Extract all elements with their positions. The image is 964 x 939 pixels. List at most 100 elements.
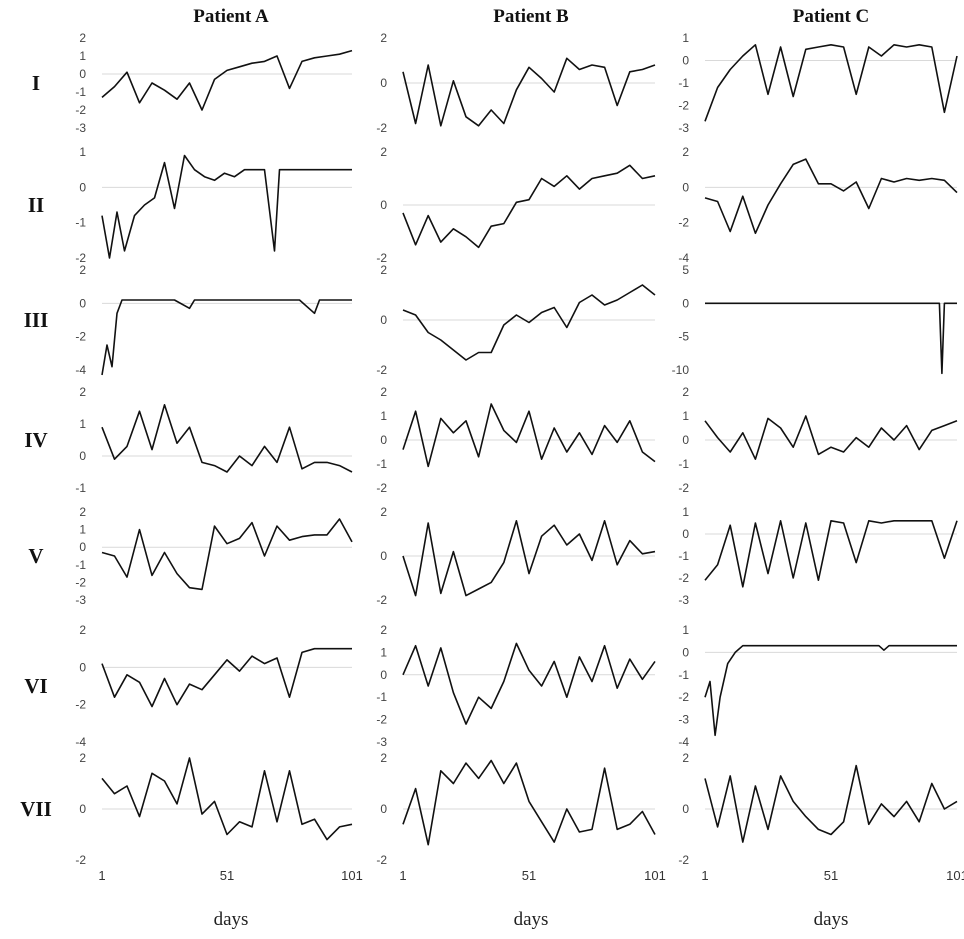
panel-III-patient-a: -4 -2 0 2 <box>75 263 352 377</box>
y-tick-label: 2 <box>380 751 387 765</box>
y-tick-label: -2 <box>678 216 689 230</box>
y-tick-label: -1 <box>75 216 86 230</box>
y-tick-label: -1 <box>678 549 689 563</box>
y-tick-label: -2 <box>678 481 689 495</box>
panel-IV-patient-c: -2 -1 0 1 2 <box>678 385 958 495</box>
series-line <box>705 302 957 375</box>
panel-VII-patient-c: -2 0 2 <box>678 751 958 867</box>
y-tick-label: -2 <box>376 713 387 727</box>
x-tick-label: 51 <box>220 868 234 883</box>
y-tick-label: -1 <box>75 481 86 495</box>
panel-VII-patient-a: -2 0 2 <box>75 751 353 867</box>
y-tick-label: -1 <box>376 690 387 704</box>
y-tick-label: 0 <box>380 433 387 447</box>
y-tick-label: -10 <box>672 363 690 377</box>
y-tick-label: 1 <box>79 417 86 431</box>
y-tick-label: 0 <box>79 802 86 816</box>
y-tick-label: -1 <box>678 457 689 471</box>
row-label: IV <box>24 428 47 452</box>
panel-V-patient-b: -2 0 2 <box>376 505 656 607</box>
series-line <box>101 154 352 259</box>
series-line <box>402 284 656 361</box>
panel-II-patient-a: -2 -1 0 1 <box>75 145 352 265</box>
series-line <box>704 764 958 843</box>
y-tick-label: 2 <box>380 623 387 637</box>
x-axis-label: days <box>514 909 549 930</box>
x-tick-label: 51 <box>522 868 536 883</box>
x-tick-label: 1 <box>701 868 708 883</box>
row-label: II <box>28 193 44 217</box>
row-label: VII <box>20 797 52 821</box>
column-title: Patient A <box>193 6 269 27</box>
row-label: V <box>28 544 43 568</box>
y-tick-label: -2 <box>75 575 86 589</box>
y-tick-label: 0 <box>79 67 86 81</box>
y-tick-label: 2 <box>79 385 86 399</box>
panel-II-patient-c: -4 -2 0 2 <box>678 145 958 265</box>
x-tick-label: 1 <box>399 868 406 883</box>
panel-III-patient-c: -10 -5 0 5 <box>672 263 957 377</box>
y-tick-label: 0 <box>682 433 689 447</box>
y-tick-label: 0 <box>380 668 387 682</box>
y-tick-label: 2 <box>682 751 689 765</box>
y-tick-label: 2 <box>79 263 86 277</box>
series-line <box>402 57 656 127</box>
series-line <box>704 644 957 737</box>
y-tick-label: -4 <box>678 251 689 265</box>
panel-VI-patient-a: -4 -2 0 2 <box>75 623 352 749</box>
y-tick-label: 0 <box>682 645 689 659</box>
y-tick-label: -3 <box>75 593 86 607</box>
y-tick-label: -4 <box>678 735 689 749</box>
y-tick-label: -4 <box>75 735 86 749</box>
series-line <box>101 647 352 708</box>
y-tick-label: 1 <box>380 645 387 659</box>
y-tick-label: 0 <box>380 313 387 327</box>
y-tick-label: 0 <box>380 76 387 90</box>
y-tick-label: -3 <box>75 121 86 135</box>
y-tick-label: -2 <box>678 99 689 113</box>
column-title: Patient B <box>493 6 569 27</box>
y-tick-label: -1 <box>75 85 86 99</box>
y-tick-label: 0 <box>682 527 689 541</box>
y-tick-label: -2 <box>75 251 86 265</box>
y-tick-label: 0 <box>380 802 387 816</box>
y-tick-label: 1 <box>682 623 689 637</box>
y-tick-label: 0 <box>682 296 689 310</box>
x-tick-label: 101 <box>946 868 964 883</box>
y-tick-label: -1 <box>376 457 387 471</box>
x-tick-label: 51 <box>824 868 838 883</box>
y-tick-label: -3 <box>678 593 689 607</box>
row-label: III <box>24 308 49 332</box>
y-tick-label: -1 <box>678 668 689 682</box>
series-line <box>704 158 958 235</box>
y-tick-label: 2 <box>79 623 86 637</box>
series-line <box>704 43 958 122</box>
series-line <box>101 299 352 376</box>
y-tick-label: -4 <box>75 363 86 377</box>
y-tick-label: -3 <box>376 735 387 749</box>
column-title: Patient C <box>793 6 870 27</box>
y-tick-label: 0 <box>79 660 86 674</box>
panel-II-patient-b: -2 0 2 <box>376 145 656 265</box>
y-tick-label: -1 <box>75 558 86 572</box>
y-tick-label: 0 <box>79 180 86 194</box>
series-line <box>704 519 958 588</box>
y-tick-label: 2 <box>79 31 86 45</box>
panel-VII-patient-b: -2 0 2 <box>376 751 656 867</box>
y-tick-label: -3 <box>678 713 689 727</box>
y-tick-label: 2 <box>380 505 387 519</box>
series-line <box>101 403 353 473</box>
y-tick-label: -2 <box>678 690 689 704</box>
y-tick-label: 1 <box>682 31 689 45</box>
series-line <box>101 49 353 111</box>
y-tick-label: 2 <box>380 145 387 159</box>
y-tick-label: 5 <box>682 263 689 277</box>
y-tick-label: -2 <box>376 363 387 377</box>
series-line <box>402 403 656 468</box>
y-tick-label: -2 <box>376 251 387 265</box>
x-tick-label: 1 <box>98 868 105 883</box>
y-tick-label: -2 <box>75 330 86 344</box>
y-tick-label: -2 <box>678 853 689 867</box>
series-line <box>402 759 656 846</box>
